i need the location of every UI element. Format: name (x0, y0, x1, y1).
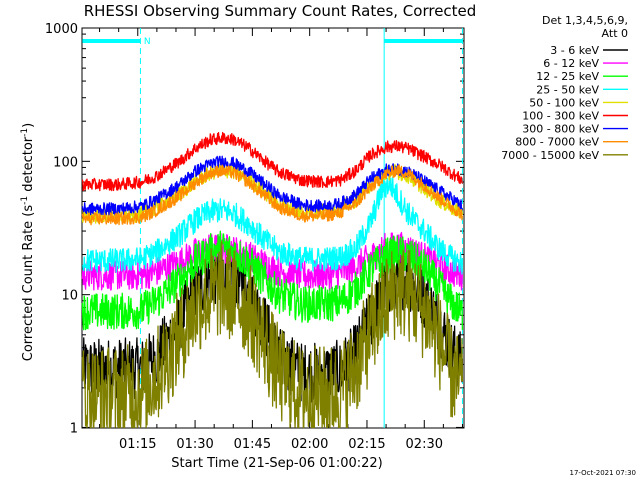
series-line-5 (81, 131, 464, 192)
legend-label: 25 - 50 keV (536, 83, 599, 96)
series-line-1 (81, 231, 464, 291)
legend-label: 100 - 300 keV (522, 110, 599, 123)
x-tick-label: 01:30 (176, 437, 213, 452)
y-tick-label: 1 (70, 421, 78, 436)
y-axis-label: Corrected Count Rate (s-1 detector-1) (20, 123, 36, 361)
series-line-7 (81, 164, 464, 226)
series-line-8 (81, 240, 464, 429)
flag-letter: N (144, 37, 151, 47)
x-tick-label: 01:15 (119, 437, 156, 452)
legend-label: 300 - 800 keV (522, 123, 599, 136)
x-tick-label: 02:30 (406, 437, 443, 452)
legend-header: Det 1,3,4,5,6,9, (542, 14, 628, 27)
legend-header: Att 0 (602, 27, 628, 40)
footer-timestamp: 17-Oct-2021 07:30 (570, 469, 636, 477)
y-tick-label: 10 (61, 289, 78, 304)
legend-label: 50 - 100 keV (529, 96, 599, 109)
legend-label: 7000 - 15000 keV (501, 149, 599, 162)
data-series-group (81, 131, 464, 429)
x-tick-label: 01:45 (234, 437, 271, 452)
y-tick-label: 100 (53, 155, 78, 170)
x-axis-label: Start Time (21-Sep-06 01:00:22) (171, 456, 382, 471)
chart-title: RHESSI Observing Summary Count Rates, Co… (84, 2, 477, 20)
plot-frame (81, 27, 465, 429)
y-tick-label: 1000 (45, 22, 78, 37)
x-tick-label: 02:00 (291, 437, 328, 452)
legend-label: 12 - 25 keV (536, 70, 599, 83)
legend-label: 3 - 6 keV (550, 44, 599, 57)
legend-label: 6 - 12 keV (543, 57, 599, 70)
x-tick-label: 02:15 (348, 437, 385, 452)
series-line-3 (81, 174, 464, 275)
legend-label: 800 - 7000 keV (515, 136, 599, 149)
